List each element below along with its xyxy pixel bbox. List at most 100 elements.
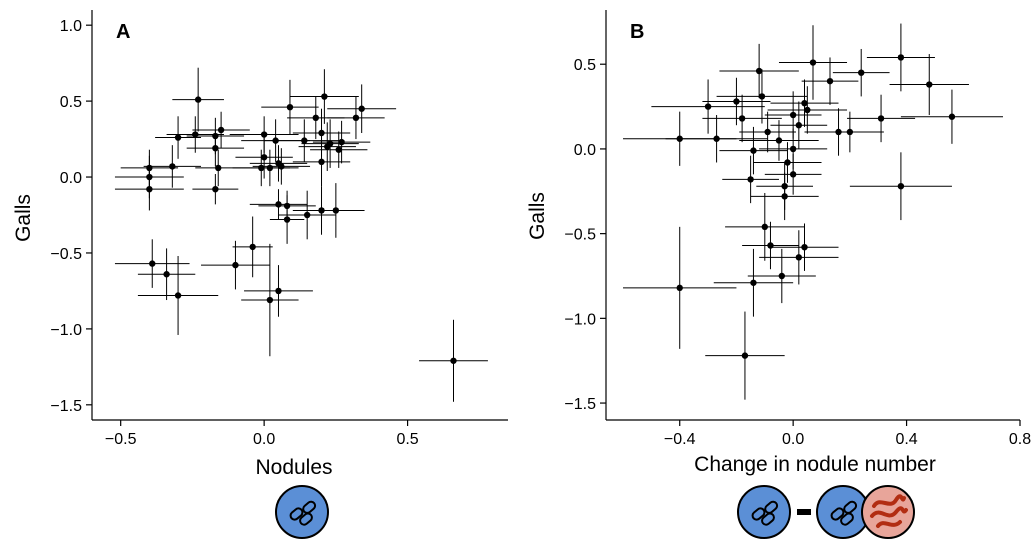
data-point: [889, 54, 969, 116]
point-marker: [767, 242, 774, 249]
data-point: [114, 167, 184, 211]
point-marker: [286, 103, 294, 111]
point-marker: [801, 243, 808, 251]
panel-b: B −0.4 0.0 0.4 0.8 −1.5 −1.0 −0.5 0.0 0.5 Chang…: [526, 10, 1031, 476]
data-point: [801, 57, 859, 105]
point-marker: [275, 201, 282, 208]
panel-b-y-axis-title: Galls: [526, 192, 549, 240]
point-marker: [258, 164, 265, 172]
data-point: [739, 120, 819, 161]
data-point: [702, 94, 782, 143]
data-point: [278, 190, 336, 240]
point-marker: [194, 96, 202, 103]
data-point: [705, 311, 785, 400]
data-point: [264, 119, 345, 162]
data-point: [832, 48, 890, 97]
point-marker: [212, 144, 219, 152]
panel-b-x-ticks: −0.4 0.0 0.4 0.8: [664, 420, 1031, 448]
point-marker: [249, 243, 256, 251]
data-point: [742, 221, 799, 270]
point-marker: [174, 292, 182, 299]
data-point: [312, 120, 371, 164]
point-marker: [789, 111, 797, 119]
point-marker: [858, 69, 865, 76]
point-marker: [733, 98, 740, 105]
y-tick-label: −1.0: [564, 311, 596, 328]
point-marker: [358, 105, 365, 112]
data-point: [192, 111, 250, 149]
data-point: [241, 243, 299, 357]
panel-a-points: [114, 67, 488, 402]
data-point: [269, 195, 305, 244]
point-marker: [750, 147, 757, 154]
point-marker: [352, 114, 360, 122]
point-marker: [163, 271, 170, 278]
data-point: [750, 172, 819, 221]
y-tick-label: −1.5: [564, 396, 596, 413]
point-marker: [758, 93, 766, 100]
point-marker: [897, 182, 905, 190]
data-point: [172, 67, 224, 132]
data-point: [623, 226, 737, 349]
point-marker: [926, 81, 933, 88]
data-point: [155, 116, 202, 159]
point-marker: [260, 154, 268, 161]
minus-sign: [797, 509, 811, 515]
y-tick-label: −0.5: [50, 246, 82, 263]
point-marker: [260, 131, 268, 138]
point-marker: [303, 211, 311, 219]
data-point: [866, 23, 935, 92]
data-point: [778, 25, 848, 100]
data-point: [725, 192, 805, 261]
data-point: [307, 183, 365, 238]
point-marker: [332, 207, 340, 214]
point-marker: [318, 129, 325, 137]
panel-a-y-axis-title: Galls: [12, 194, 35, 242]
point-marker: [275, 160, 282, 167]
data-point: [716, 69, 808, 124]
point-marker: [215, 164, 222, 172]
point-marker: [795, 254, 803, 261]
y-tick-label: 0.0: [574, 142, 596, 159]
point-marker: [338, 138, 345, 146]
data-point: [192, 174, 239, 205]
data-point: [770, 79, 839, 127]
x-tick-label: 0.8: [1009, 431, 1031, 448]
point-marker: [676, 284, 683, 292]
panel-b-label: B: [630, 21, 644, 43]
data-point: [235, 136, 293, 179]
point-marker: [326, 140, 334, 147]
point-marker: [312, 114, 319, 122]
panel-a-x-ticks: −0.5 0.0 0.5: [105, 420, 419, 448]
x-tick-label: 0.0: [782, 431, 804, 448]
point-marker: [212, 185, 219, 193]
y-tick-label: 0.5: [60, 94, 82, 111]
point-marker: [781, 193, 788, 200]
data-point: [722, 155, 779, 204]
y-tick-label: 1.0: [60, 18, 82, 35]
data-point: [232, 149, 290, 187]
point-marker: [826, 77, 834, 85]
rhizobia-icon: [275, 485, 329, 539]
point-marker: [275, 287, 282, 295]
data-point: [847, 94, 916, 143]
y-tick-label: −1.5: [50, 398, 82, 415]
point-marker: [232, 261, 239, 269]
data-point: [114, 239, 190, 288]
data-point: [419, 319, 488, 402]
point-marker: [948, 113, 956, 120]
point-marker: [318, 158, 325, 166]
point-marker: [804, 106, 811, 114]
point-marker: [283, 216, 291, 223]
data-point: [770, 223, 839, 271]
data-point: [849, 152, 952, 221]
x-tick-label: 0.5: [396, 431, 418, 448]
data-point: [327, 96, 385, 140]
data-point: [767, 86, 848, 134]
data-point: [759, 230, 839, 285]
point-marker: [789, 145, 797, 153]
point-marker: [217, 126, 225, 134]
panel-a-y-ticks: −1.5 −1.0 −0.5 0.0 0.5 1.0: [50, 18, 92, 415]
point-marker: [174, 134, 182, 141]
